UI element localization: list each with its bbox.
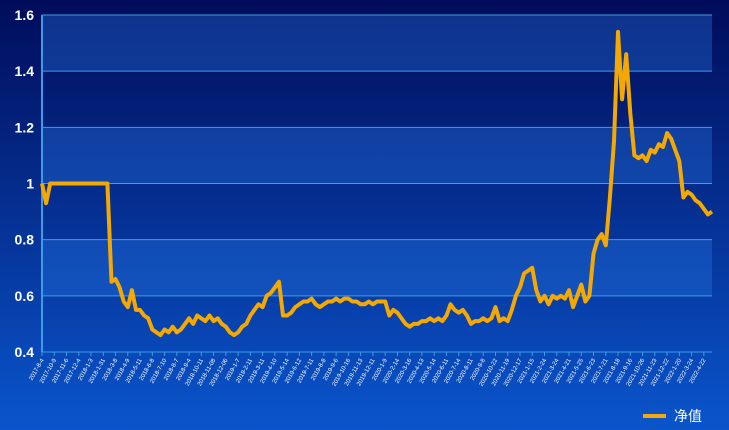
legend-label: 净值 (674, 408, 702, 424)
band (42, 15, 712, 72)
y-tick-label: 1.6 (15, 7, 35, 23)
y-tick-label: 0.8 (15, 232, 35, 248)
band (42, 239, 712, 296)
y-tick-label: 0.4 (15, 344, 35, 360)
y-tick-label: 1 (26, 176, 34, 192)
y-tick-label: 1.4 (15, 63, 35, 79)
y-tick-label: 1.2 (15, 119, 35, 135)
y-tick-label: 0.6 (15, 288, 35, 304)
band (42, 127, 712, 184)
line (40, 29, 714, 338)
